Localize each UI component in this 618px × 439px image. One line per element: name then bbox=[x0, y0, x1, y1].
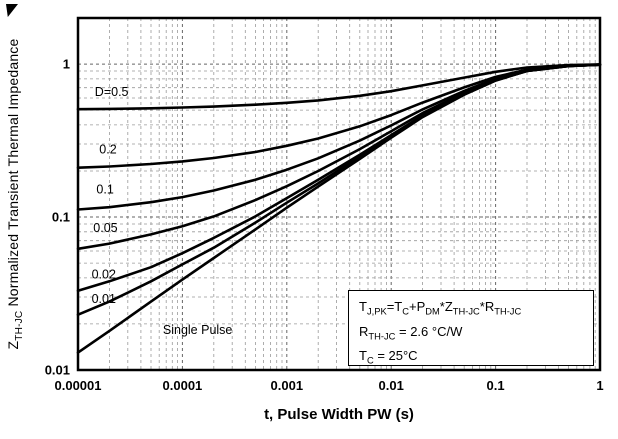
x-axis-title: t, Pulse Width PW (s) bbox=[264, 406, 414, 423]
x-tick-label: 1 bbox=[596, 378, 603, 393]
y-tick-label: 0.01 bbox=[45, 363, 70, 378]
y-tick-label: 1 bbox=[63, 57, 70, 72]
curve-label-d-0.1: 0.1 bbox=[96, 183, 113, 197]
curve-label-d-0.01: 0.01 bbox=[92, 292, 116, 306]
y-tick-label: 0.1 bbox=[52, 210, 70, 225]
curve-single-pulse bbox=[76, 63, 602, 354]
equation-line-tjpk: TJ,PK=TC+PDM*ZTH-JC*RTH-JC bbox=[359, 299, 522, 317]
x-tick-label: 0.0001 bbox=[163, 378, 203, 393]
plot-border bbox=[76, 16, 602, 372]
curve-label-d-0.05: 0.05 bbox=[93, 221, 117, 235]
curve-label-d-0.02: 0.02 bbox=[92, 268, 116, 282]
curve-label-single-pulse: Single Pulse bbox=[163, 323, 233, 337]
equation-box: TJ,PK=TC+PDM*ZTH-JC*RTH-JC RTH-JC = 2.6 … bbox=[348, 290, 594, 366]
y-axis-title: ZTH-JC Normalized Transient Thermal Impe… bbox=[5, 38, 25, 350]
curve-d-0.1 bbox=[76, 63, 602, 211]
x-tick-label: 0.01 bbox=[379, 378, 404, 393]
curve-d-0.5 bbox=[76, 63, 602, 111]
equation-line-rthjc: RTH-JC = 2.6 °C/W bbox=[359, 323, 463, 342]
curve-d-0.2 bbox=[76, 63, 602, 169]
x-tick-label: 0.1 bbox=[487, 378, 505, 393]
x-tick-label: 0.001 bbox=[271, 378, 304, 393]
curve-label-d-0.2: 0.2 bbox=[99, 143, 116, 157]
curve-d-0.01 bbox=[76, 63, 602, 316]
x-tick-label: 0.00001 bbox=[55, 378, 102, 393]
curve-d-0.05 bbox=[76, 63, 602, 251]
equation-line-tc: TC = 25°C bbox=[359, 348, 418, 366]
curve-label-d-0.5: D=0.5 bbox=[95, 85, 129, 99]
